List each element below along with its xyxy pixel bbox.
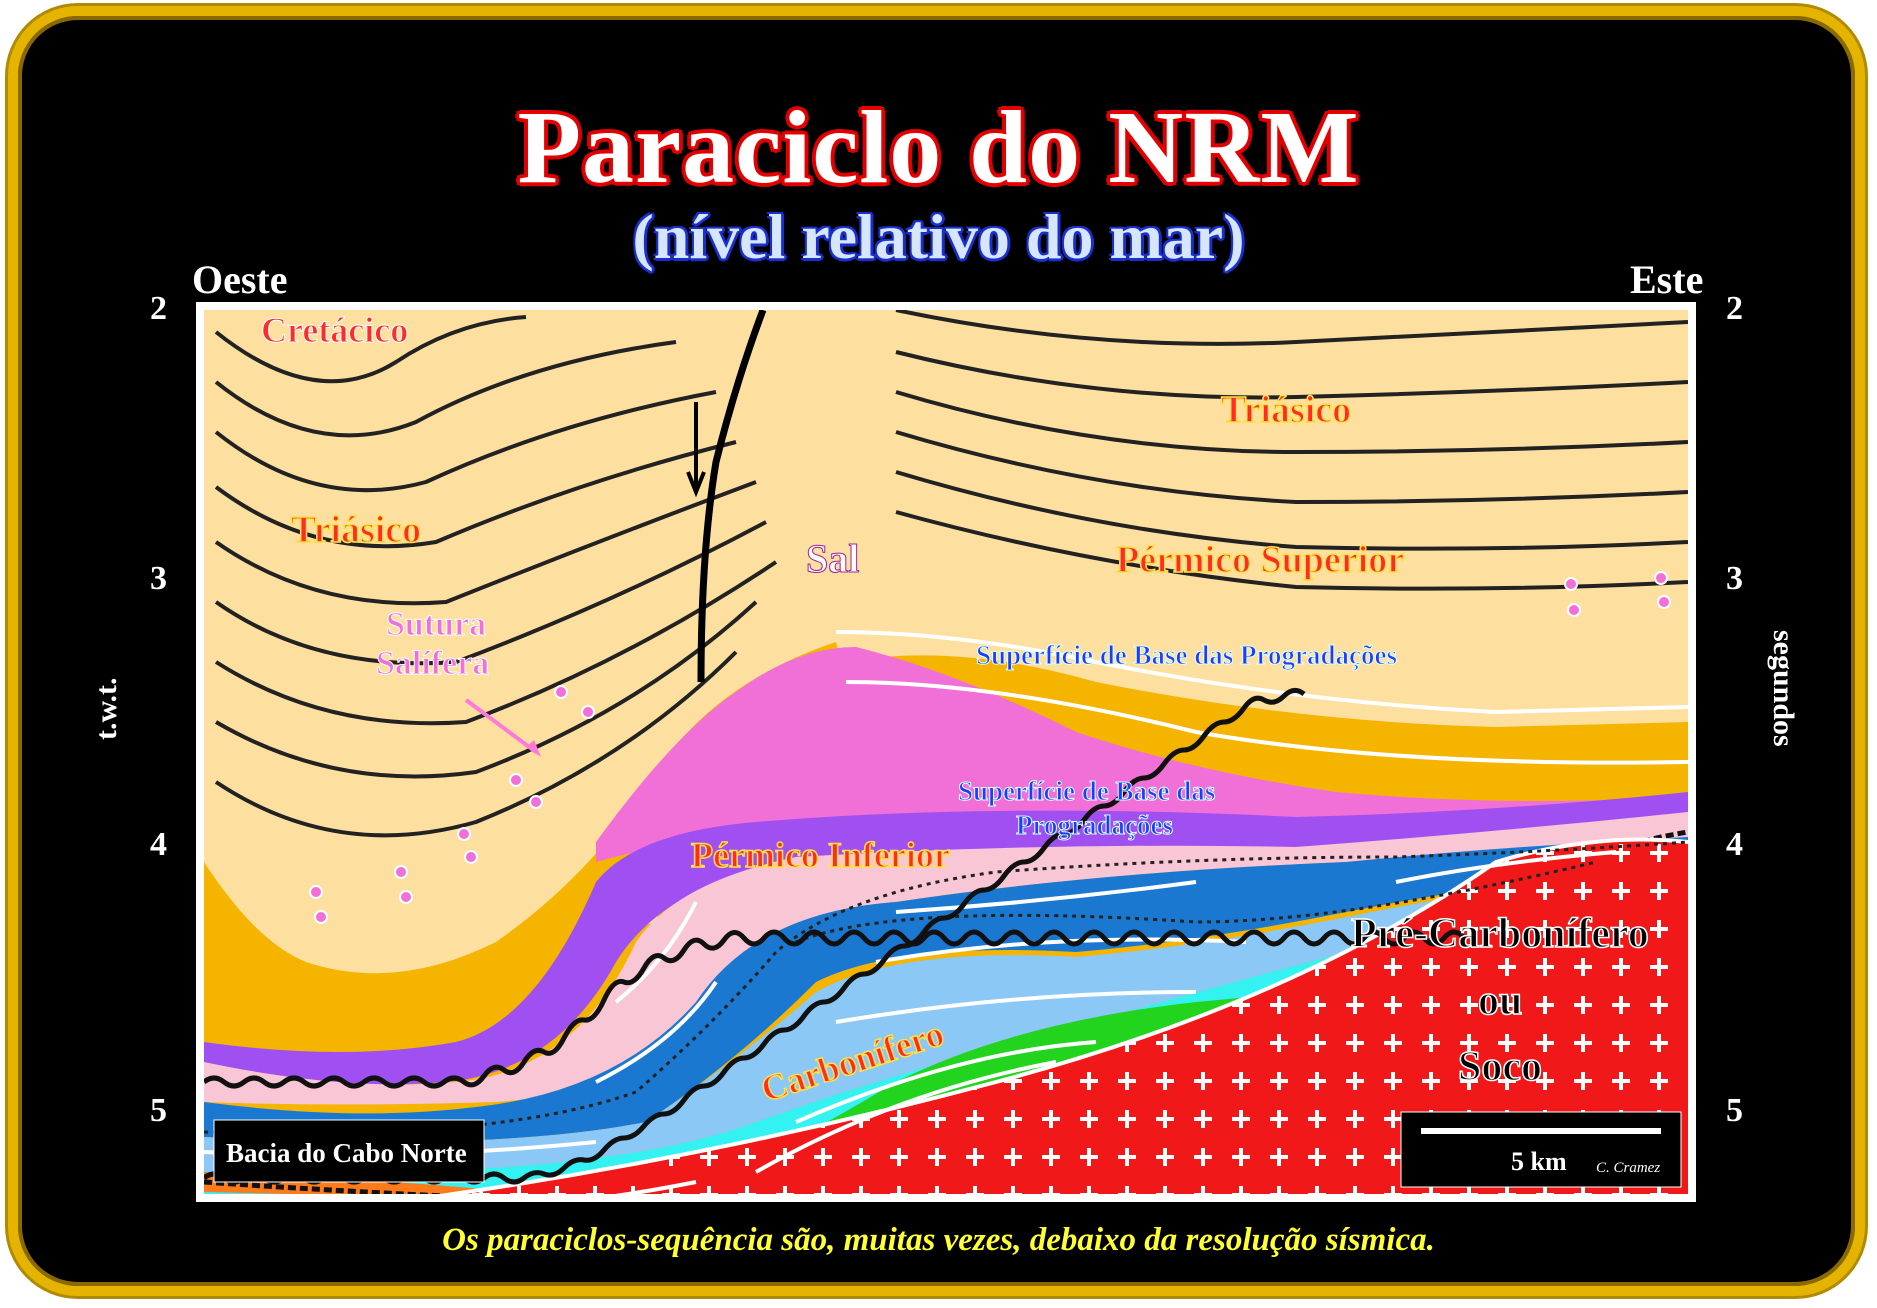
salt-unit — [596, 647, 1688, 862]
right-tick-2: 2 — [1726, 290, 1743, 327]
label-base-prog-mid-1: Superfície de Base das — [958, 776, 1215, 806]
label-permico-inferior: Pérmico Inferior — [691, 835, 950, 875]
label-ou: ou — [1478, 978, 1522, 1024]
right-axis-label: segundos — [1767, 630, 1800, 747]
east-label: Este — [1630, 257, 1704, 302]
label-sal: Sal — [806, 536, 859, 581]
right-tick-4: 4 — [1726, 826, 1743, 863]
sutura-arrow — [464, 698, 538, 754]
label-sutura-1: Sutura — [386, 606, 486, 643]
label-triasico-east: Triásico — [1221, 389, 1351, 431]
scale-box — [1400, 1111, 1682, 1188]
gas-dots — [309, 571, 1671, 924]
left-tick-5: 5 — [150, 1092, 167, 1129]
scale-bar — [1421, 1128, 1661, 1134]
right-tick-5: 5 — [1726, 1092, 1743, 1129]
label-sutura-2: Salífera — [376, 645, 489, 682]
left-axis-label: t.w.t. — [90, 677, 123, 741]
white-bedding — [204, 630, 1688, 1194]
author-credit: C. Cramez — [1596, 1160, 1660, 1176]
unconformity-upper — [204, 929, 1466, 1089]
purple-unit — [204, 792, 1688, 1086]
label-pre-carbonifero: Pré-Carbonífero — [1351, 911, 1649, 957]
basement-unit — [453, 839, 1688, 1194]
label-cretaceo: Cretácico — [261, 310, 408, 350]
label-base-prog-mid-2: Progradações — [1016, 810, 1173, 840]
west-label: Oeste — [192, 257, 288, 302]
triassic-bedding — [214, 310, 1688, 838]
geological-section: Cretácico Triásico Triásico Sal Pérmico … — [196, 302, 1696, 1202]
page-title: Paraciclo do NRM — [517, 90, 1360, 205]
left-tick-3: 3 — [150, 560, 167, 597]
fault-line — [697, 310, 767, 683]
right-tick-3: 3 — [1726, 560, 1743, 597]
label-soco: Soco — [1458, 1044, 1542, 1090]
label-permico-superior: Pérmico Superior — [1116, 539, 1404, 581]
scale-label: 5 km — [1511, 1147, 1567, 1176]
basin-label: Bacia do Cabo Norte — [226, 1138, 467, 1168]
left-tick-4: 4 — [150, 826, 167, 863]
caption: Os paraciclos-sequência são, muitas veze… — [442, 1222, 1435, 1258]
label-base-prog-top: Superfície de Base das Progradações — [976, 640, 1397, 670]
page-subtitle: (nível relativo do mar) — [632, 201, 1245, 272]
blue-light-unit — [204, 862, 1688, 1174]
label-triasico-west: Triásico — [291, 509, 421, 551]
left-tick-2: 2 — [150, 290, 167, 327]
basin-label-box — [213, 1119, 485, 1183]
pink-unit — [204, 812, 1688, 1105]
